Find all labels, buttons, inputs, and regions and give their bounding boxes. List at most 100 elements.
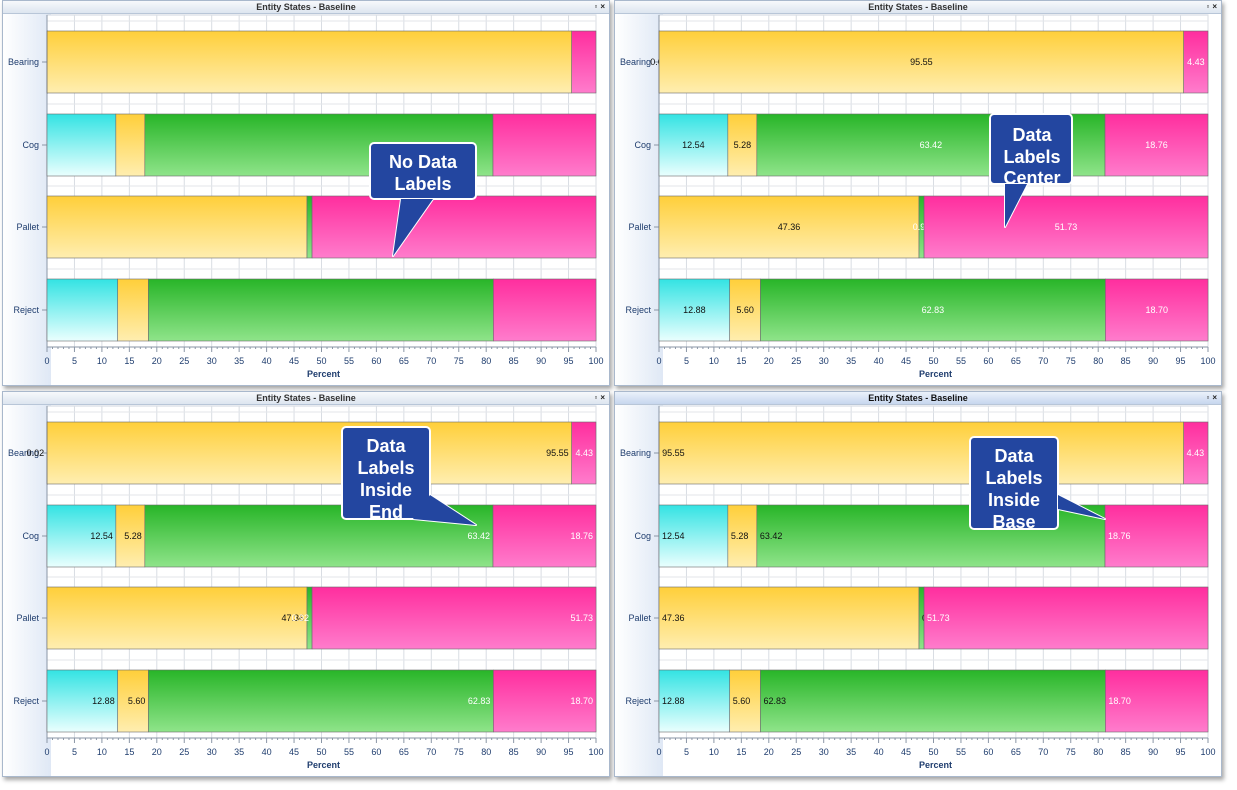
y-tick-label: Reject: [625, 305, 651, 315]
bar-segment: [492, 113, 597, 177]
bar-segment: [46, 504, 117, 568]
y-tick-label: Bearing: [620, 57, 651, 67]
callout-pointer-fill: [413, 495, 476, 525]
x-tick-label: 5: [684, 747, 689, 757]
x-tick-label: 0: [44, 747, 49, 757]
panel-title: Entity States - Baseline: [868, 2, 968, 12]
x-tick-label: 100: [588, 747, 603, 757]
bar-segment: [658, 421, 1184, 485]
data-label: 95.55: [662, 448, 685, 458]
bar-segment: [311, 586, 597, 650]
data-label: 18.70: [1108, 696, 1131, 706]
x-tick-label: 70: [426, 747, 436, 757]
x-tick-label: 30: [819, 356, 829, 366]
data-label: 5.28: [731, 531, 749, 541]
data-label: 47.36: [662, 613, 685, 623]
x-tick-label: 25: [179, 356, 189, 366]
data-label: 62.83: [763, 696, 786, 706]
x-tick-label: 55: [956, 356, 966, 366]
x-tick-label: 0: [656, 356, 661, 366]
bar-segment: [1104, 113, 1209, 177]
data-label: 12.54: [662, 531, 685, 541]
panel-title-bar[interactable]: Entity States - Baseline ▫ ×: [615, 1, 1221, 14]
bar-segment: [306, 195, 313, 259]
restore-icon[interactable]: ▫: [1206, 2, 1210, 11]
x-tick-label: 45: [289, 747, 299, 757]
x-tick-label: 90: [536, 356, 546, 366]
callout-text: Base: [992, 512, 1035, 532]
x-tick-label: 50: [316, 356, 326, 366]
callout-text: Inside: [360, 480, 412, 500]
y-tick-label: Reject: [13, 696, 39, 706]
callout-text: Center: [1003, 168, 1060, 188]
x-tick-label: 100: [588, 356, 603, 366]
panel-title-bar[interactable]: Entity States - Baseline ▫ ×: [3, 1, 609, 14]
x-tick-label: 45: [901, 747, 911, 757]
bar-segment: [46, 30, 572, 94]
panel-title: Entity States - Baseline: [256, 2, 356, 12]
bar-segment: [756, 504, 1106, 568]
chart-panel-no-labels: Entity States - Baseline ▫ × 0 5 10 15 20 25 30…: [2, 0, 610, 386]
chart-panel-labels-inside-end: Entity States - Baseline ▫ × 0 5 10 15 20 25 30…: [2, 391, 610, 777]
bar-segment: [493, 278, 597, 342]
data-label: 18.76: [570, 531, 593, 541]
x-tick-label: 35: [846, 747, 856, 757]
x-tick-label: 5: [684, 356, 689, 366]
x-tick-label: 70: [1038, 747, 1048, 757]
data-label: 95.55: [546, 448, 569, 458]
data-label: 18.76: [1145, 140, 1168, 150]
callout-text: Labels: [1003, 147, 1060, 167]
bar-segment: [1105, 278, 1209, 342]
data-label: 18.70: [1145, 305, 1168, 315]
y-tick-label: Reject: [625, 696, 651, 706]
callout-text: Data: [366, 436, 406, 456]
data-label: 12.88: [662, 696, 685, 706]
bar-segment: [115, 504, 146, 568]
x-tick-label: 25: [791, 747, 801, 757]
x-axis-label: Percent: [307, 369, 340, 379]
x-tick-label: 55: [956, 747, 966, 757]
restore-icon[interactable]: ▫: [594, 2, 598, 11]
y-tick-label: Bearing: [8, 57, 39, 67]
close-icon[interactable]: ×: [600, 393, 605, 402]
data-label: 0.92: [292, 613, 310, 623]
x-tick-label: 20: [152, 356, 162, 366]
x-tick-label: 0: [656, 747, 661, 757]
x-tick-label: 75: [1066, 356, 1076, 366]
close-icon[interactable]: ×: [1212, 393, 1217, 402]
data-label: 63.42: [467, 531, 490, 541]
bar-segment: [658, 669, 731, 733]
panel-title-bar[interactable]: Entity States - Baseline ▫ ×: [615, 392, 1221, 405]
callout-text: Labels: [985, 468, 1042, 488]
close-icon[interactable]: ×: [1212, 2, 1217, 11]
data-label: 5.28: [124, 531, 142, 541]
restore-icon[interactable]: ▫: [594, 393, 598, 402]
callout-text: Data: [994, 446, 1034, 466]
stacked-bar-chart: 0 5 10 15 20 25 30 35 40 45 50 55 60 65 70 75 80 85 90 95 10…: [620, 405, 1216, 770]
x-tick-label: 75: [454, 356, 464, 366]
y-tick-label: Pallet: [628, 222, 651, 232]
close-icon[interactable]: ×: [600, 2, 605, 11]
chart-panel-labels-inside-base: Entity States - Baseline ▫ × 0 5 10 15 20 25 30…: [614, 391, 1222, 777]
panel-title-bar[interactable]: Entity States - Baseline ▫ ×: [3, 392, 609, 405]
data-label: 95.55: [910, 57, 933, 67]
chart-panel-labels-center: Entity States - Baseline ▫ × 0 5 10 15 20 25 30…: [614, 0, 1222, 386]
plot-background: [615, 14, 663, 385]
bar-segment: [46, 195, 308, 259]
y-tick-label: Cog: [22, 531, 39, 541]
data-label: 5.60: [733, 696, 751, 706]
data-label: 4.43: [575, 448, 593, 458]
x-tick-label: 65: [399, 356, 409, 366]
x-tick-label: 95: [564, 747, 574, 757]
restore-icon[interactable]: ▫: [1206, 393, 1210, 402]
bar-segment: [117, 278, 149, 342]
bar-segment: [46, 586, 308, 650]
callout-box: [969, 436, 1059, 530]
plot-background: [3, 14, 51, 385]
x-tick-label: 70: [426, 356, 436, 366]
data-label: 4.43: [1187, 448, 1205, 458]
bar-segment: [571, 421, 597, 485]
bar-segment: [658, 113, 729, 177]
